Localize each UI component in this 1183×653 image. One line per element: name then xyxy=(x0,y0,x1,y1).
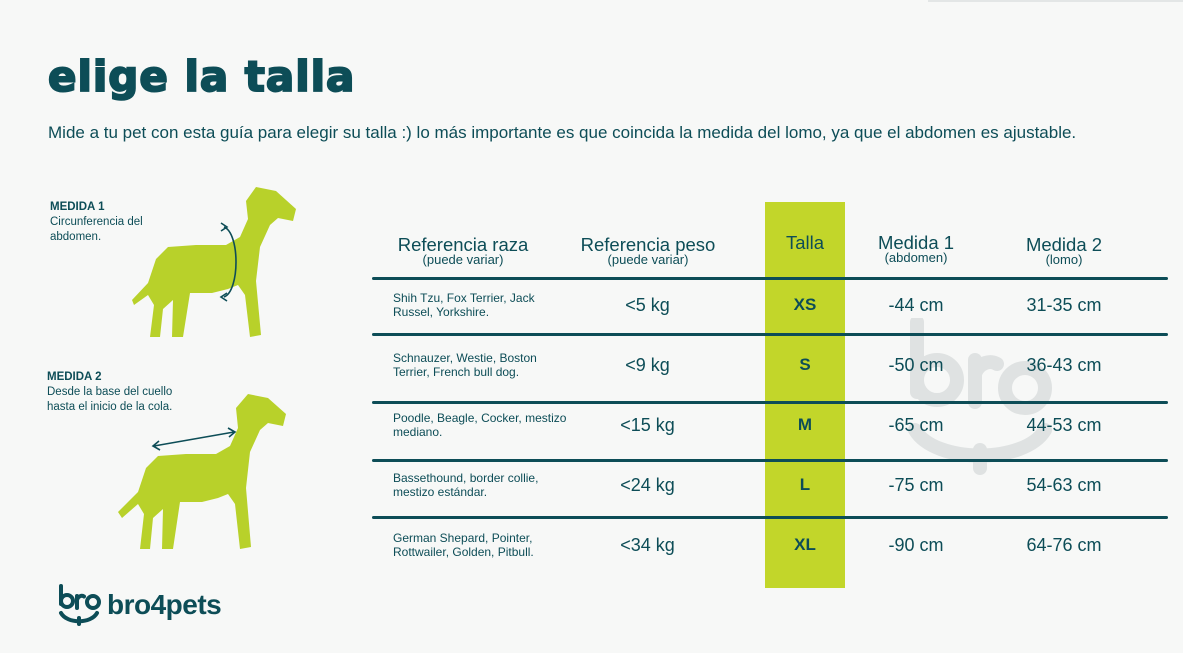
medida-2-desc: Desde la base del cuello hasta el inicio… xyxy=(47,386,173,413)
header-medida-1: Medida 1 (abdomen) xyxy=(877,232,955,265)
dog-silhouette-icon xyxy=(132,187,296,337)
cell-talla: XL xyxy=(794,535,816,554)
brand-name: bro4pets xyxy=(107,589,222,620)
length-arrow-icon xyxy=(151,427,237,451)
cell-medida-1: -65 cm xyxy=(888,414,944,435)
cell-medida-2: 31-35 cm xyxy=(1026,294,1102,315)
cell-raza: German Shepard, Pointer, Rottwailer, Gol… xyxy=(393,531,534,559)
talla-column-highlight xyxy=(765,202,845,588)
table-divider xyxy=(372,516,1168,519)
bro-logo-icon xyxy=(59,584,101,626)
dog-silhouette-icon xyxy=(118,394,286,549)
cell-medida-1: -90 cm xyxy=(888,534,944,555)
cell-medida-2: 36-43 cm xyxy=(1026,354,1102,375)
cell-raza: Shih Tzu, Fox Terrier, Jack Russel, York… xyxy=(393,291,535,319)
intro-text: Mide a tu pet con esta guía para elegir … xyxy=(48,123,1077,142)
cell-medida-1: -50 cm xyxy=(888,354,944,375)
cell-peso: <5 kg xyxy=(625,294,670,315)
table-row: Schnauzer, Westie, Boston Terrier, Frenc… xyxy=(372,335,1168,395)
cell-raza: Bassethound, border collie, mestizo está… xyxy=(393,471,539,499)
cell-talla: XS xyxy=(793,295,817,314)
header-medida-2: Medida 2 (lomo) xyxy=(1025,234,1103,267)
cell-raza: Poodle, Beagle, Cocker, mestizo mediano. xyxy=(393,411,567,439)
medida-1-title: MEDIDA 1 xyxy=(50,201,105,213)
cell-talla: L xyxy=(799,475,811,494)
medida-1-desc: Circunferencia del abdomen. xyxy=(50,216,143,243)
cell-peso: <24 kg xyxy=(620,474,675,495)
top-divider xyxy=(928,0,1183,2)
cell-peso: <15 kg xyxy=(620,414,675,435)
cell-medida-1: -75 cm xyxy=(888,474,944,495)
cell-medida-2: 64-76 cm xyxy=(1026,534,1102,555)
medida-2-title: MEDIDA 2 xyxy=(47,371,102,383)
cell-medida-2: 54-63 cm xyxy=(1026,474,1102,495)
page-title: elige la talla xyxy=(47,52,356,101)
medida-2-label: MEDIDA 2 Desde la base del cuello hasta … xyxy=(47,370,177,415)
table-row: German Shepard, Pointer, Rottwailer, Gol… xyxy=(372,515,1168,575)
cell-talla: M xyxy=(797,415,813,434)
header-talla: Talla xyxy=(785,232,825,253)
cell-peso: <34 kg xyxy=(620,534,675,555)
cell-peso: <9 kg xyxy=(625,354,670,375)
header-peso: Referencia peso (puede variar) xyxy=(580,234,716,267)
table-divider xyxy=(372,401,1168,404)
table-divider xyxy=(372,277,1168,280)
brand-logo[interactable]: bro4pets xyxy=(55,584,222,626)
cell-medida-1: -44 cm xyxy=(888,294,944,315)
header-raza: Referencia raza (puede variar) xyxy=(397,234,529,267)
cell-medida-2: 44-53 cm xyxy=(1026,414,1102,435)
table-divider xyxy=(372,459,1168,462)
table-row: Bassethound, border collie, mestizo está… xyxy=(372,455,1168,515)
medida-1-label: MEDIDA 1 Circunferencia del abdomen. xyxy=(50,200,145,245)
circumference-arrow-icon xyxy=(219,222,237,302)
table-row: Shih Tzu, Fox Terrier, Jack Russel, York… xyxy=(372,275,1168,335)
table-row: Poodle, Beagle, Cocker, mestizo mediano.… xyxy=(372,395,1168,455)
cell-talla: S xyxy=(799,355,811,374)
table-divider xyxy=(372,333,1168,336)
cell-raza: Schnauzer, Westie, Boston Terrier, Frenc… xyxy=(393,351,537,379)
